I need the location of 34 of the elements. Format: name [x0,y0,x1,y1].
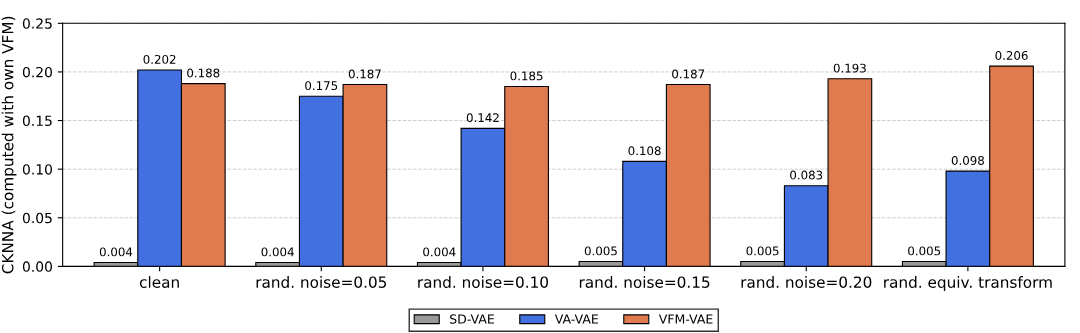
data-label: 0.185 [510,71,543,81]
data-label: 0.142 [466,113,499,123]
x-tick-label: rand. noise=0.10 [418,276,549,288]
x-tick-label: rand. noise=0.15 [579,276,710,288]
data-label: 0.005 [746,246,779,256]
data-label: 0.005 [584,246,617,256]
data-label: 0.004 [261,247,294,257]
data-label: 0.187 [348,69,381,79]
y-tick-label: 0.10 [22,164,52,175]
data-label: 0.004 [423,247,456,257]
y-tick-label: 0.20 [22,66,52,78]
y-tick-label: 0.05 [22,212,52,224]
x-tick-label: clean [139,276,179,288]
x-tick-label: rand. equiv. transform [884,276,1052,291]
y-tick-label: 0.25 [22,18,52,29]
data-label: 0.193 [833,63,866,73]
y-tick-label: 0.00 [22,261,52,272]
data-label: 0.108 [628,146,661,156]
data-label: 0.175 [305,81,338,91]
data-label: 0.004 [99,247,133,257]
data-label: 0.098 [951,156,984,165]
y-tick-label: 0.15 [22,115,52,127]
data-label: 0.206 [995,50,1028,60]
data-label: 0.187 [672,69,705,79]
x-tick-label: rand. noise=0.05 [256,276,387,288]
legend-label: SD-VAE [450,314,494,324]
y-axis-title: CKNNA (computed with own VFM) [1,16,17,274]
data-label: 0.188 [187,68,220,78]
x-tick-label: rand. noise=0.20 [741,276,872,288]
data-label: 0.202 [143,54,176,64]
legend-label: VA-VAE [554,314,598,324]
legend-label: VFM-VAE [658,314,713,324]
data-label: 0.083 [790,170,823,180]
data-label: 0.005 [908,246,941,256]
